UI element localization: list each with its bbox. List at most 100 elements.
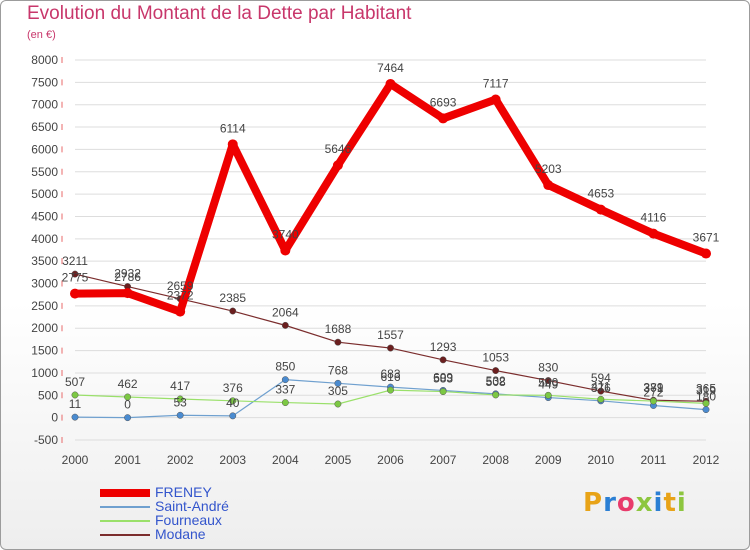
data-label-freney: 7464 bbox=[377, 61, 404, 75]
y-tick-label: 3000 bbox=[31, 277, 58, 291]
data-label-fourneaux: 616 bbox=[380, 370, 400, 384]
data-point-modane bbox=[387, 344, 394, 352]
data-point-modane bbox=[597, 387, 605, 395]
x-tick-label: 2005 bbox=[325, 453, 352, 467]
data-point-modane bbox=[281, 321, 289, 329]
data-point-fourneaux bbox=[597, 395, 605, 403]
y-tick-label: 7000 bbox=[31, 98, 58, 112]
data-point-fourneaux bbox=[229, 397, 237, 405]
data-label-saint-andr-: 53 bbox=[173, 395, 187, 409]
data-label-freney: 6693 bbox=[430, 95, 457, 109]
data-point-freney bbox=[490, 94, 501, 105]
data-label-modane: 830 bbox=[538, 361, 558, 375]
data-label-modane: 1053 bbox=[482, 351, 509, 365]
legend-label: Saint-André bbox=[155, 498, 229, 514]
x-tick-label: 2000 bbox=[62, 453, 89, 467]
data-label-fourneaux: 417 bbox=[170, 379, 190, 393]
data-point-modane bbox=[544, 377, 552, 384]
data-label-freney: 3740 bbox=[272, 227, 299, 241]
data-label-fourneaux: 376 bbox=[223, 381, 243, 395]
y-tick-label: 1000 bbox=[31, 366, 58, 380]
logo-letter: x bbox=[635, 488, 654, 518]
data-label-fourneaux: 337 bbox=[275, 383, 295, 397]
x-tick-label: 2003 bbox=[219, 453, 246, 467]
x-tick-label: 2011 bbox=[641, 453, 667, 467]
chart-title: Evolution du Montant de la Dette par Hab… bbox=[27, 3, 412, 24]
data-point-fourneaux bbox=[439, 388, 447, 396]
data-label-freney: 3671 bbox=[693, 231, 720, 245]
data-label-modane: 365 bbox=[696, 381, 716, 395]
logo-letter: r bbox=[603, 488, 617, 518]
logo-letter: i bbox=[676, 488, 687, 518]
legend-swatch bbox=[100, 506, 150, 508]
legend-item-fourneaux: Fourneaux bbox=[100, 512, 300, 528]
y-tick-label: 6000 bbox=[31, 142, 58, 156]
data-label-freney: 2775 bbox=[62, 271, 89, 285]
data-label-modane: 2659 bbox=[167, 279, 194, 293]
x-tick-label: 2001 bbox=[114, 453, 141, 467]
y-tick-label: 500 bbox=[38, 388, 58, 402]
data-point-freney bbox=[648, 228, 659, 239]
data-label-fourneaux: 508 bbox=[486, 375, 506, 389]
data-label-saint-andr-: 449 bbox=[538, 378, 558, 392]
data-point-fourneaux bbox=[71, 391, 79, 399]
data-label-modane: 2385 bbox=[219, 291, 246, 305]
data-point-freney bbox=[280, 245, 291, 256]
legend-label: FRENEY bbox=[155, 484, 212, 500]
y-tick-label: 0 bbox=[51, 411, 58, 425]
data-point-fourneaux bbox=[544, 391, 552, 399]
data-point-freney bbox=[175, 306, 186, 317]
data-point-fourneaux bbox=[387, 386, 394, 394]
data-label-fourneaux: 462 bbox=[118, 377, 138, 391]
data-point-fourneaux bbox=[281, 399, 289, 407]
data-point-freney bbox=[385, 78, 396, 89]
data-label-saint-andr-: 11 bbox=[69, 397, 82, 411]
data-label-saint-andr-: 180 bbox=[696, 390, 716, 404]
data-label-modane: 2064 bbox=[272, 305, 299, 319]
data-label-freney: 6114 bbox=[220, 121, 246, 135]
data-point-freney bbox=[122, 288, 133, 299]
data-label-saint-andr-: 532 bbox=[486, 374, 506, 388]
y-tick-label: 6500 bbox=[31, 120, 58, 134]
y-tick-label: 2500 bbox=[31, 299, 58, 313]
data-label-freney: 4653 bbox=[587, 187, 614, 201]
data-label-freney: 2786 bbox=[114, 270, 141, 284]
data-label-saint-andr-: 850 bbox=[275, 360, 295, 374]
data-label-saint-andr-: 609 bbox=[433, 370, 453, 384]
x-tick-label: 2009 bbox=[535, 453, 562, 467]
data-label-fourneaux: 507 bbox=[65, 375, 85, 389]
legend-item-modane: Modane bbox=[100, 526, 300, 542]
data-point-fourneaux bbox=[334, 400, 342, 408]
data-label-modane: 3211 bbox=[62, 254, 88, 268]
data-point-freney bbox=[70, 288, 80, 299]
data-label-freney: 4116 bbox=[641, 211, 667, 225]
x-tick-label: 2006 bbox=[377, 453, 404, 467]
data-label-freney: 7117 bbox=[483, 76, 509, 90]
data-point-freney bbox=[595, 204, 606, 215]
data-label-freney: 5203 bbox=[535, 162, 562, 176]
y-tick-label: 4500 bbox=[31, 209, 58, 223]
x-tick-label: 2004 bbox=[272, 453, 299, 467]
data-point-fourneaux bbox=[492, 391, 500, 399]
y-tick-label: 2000 bbox=[31, 321, 58, 335]
x-tick-label: 2002 bbox=[167, 453, 194, 467]
data-label-fourneaux: 583 bbox=[433, 372, 453, 386]
data-label-freney: 5646 bbox=[325, 142, 352, 156]
y-tick-label: -500 bbox=[34, 433, 58, 447]
logo-letter: P bbox=[583, 488, 604, 518]
legend-item-saint-andr-: Saint-André bbox=[100, 498, 300, 514]
data-point-modane bbox=[492, 367, 500, 375]
x-tick-label: 2012 bbox=[693, 453, 720, 467]
logo-letter: t bbox=[663, 488, 677, 518]
y-tick-label: 5500 bbox=[31, 165, 58, 179]
logo-letter: i bbox=[653, 488, 664, 518]
logo-letter: o bbox=[616, 488, 636, 518]
data-label-saint-andr-: 683 bbox=[380, 367, 400, 381]
data-point-freney bbox=[227, 139, 238, 150]
y-tick-label: 4000 bbox=[31, 232, 58, 246]
data-point-saint-andr- bbox=[124, 414, 132, 422]
data-label-modane: 2932 bbox=[114, 267, 141, 281]
x-tick-label: 2008 bbox=[482, 453, 509, 467]
data-point-modane bbox=[439, 356, 447, 364]
